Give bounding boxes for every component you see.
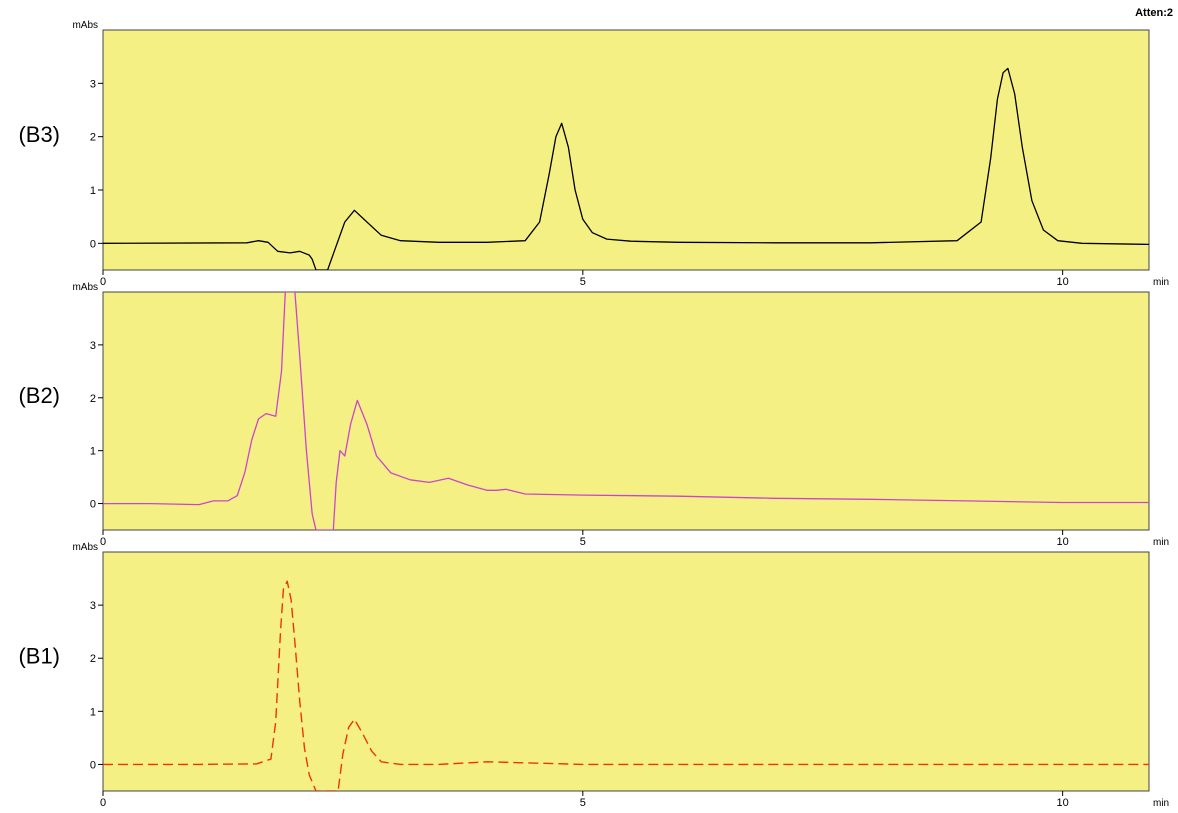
chart-panel-3: 0 1 2 3 0 5 10 mAbs min (B1)	[18, 542, 1169, 809]
y-axis-unit-label: mAbs	[72, 282, 98, 293]
x-tick-label: 10	[1057, 276, 1069, 288]
x-tick-label: 0	[100, 536, 106, 548]
panel-label: (B3)	[18, 122, 60, 147]
y-axis-unit-label: mAbs	[72, 542, 98, 553]
chromatogram-trace	[103, 67, 1149, 270]
x-tick-label: 10	[1057, 797, 1069, 809]
y-tick-label: 2	[90, 132, 96, 144]
chromatogram-trace	[103, 292, 1149, 530]
x-axis-unit-label: min	[1153, 277, 1169, 288]
plot-area	[102, 29, 1150, 271]
x-tick-label: 10	[1057, 536, 1069, 548]
atten-label: Atten:2	[1135, 7, 1173, 19]
y-tick-label: 1	[90, 185, 96, 197]
y-tick-label: 1	[90, 446, 96, 458]
plot-area	[102, 291, 1150, 531]
chart-panel-2: 0 1 2 3 0 5 10 mAbs min (B2)	[18, 282, 1169, 548]
x-tick-label: 5	[580, 797, 586, 809]
x-axis-unit-label: min	[1153, 537, 1169, 548]
y-tick-label: 2	[90, 653, 96, 665]
chart-panel-1: 0 1 2 3 0 5 10 mAbs min (B3)	[18, 20, 1169, 288]
y-tick-label: 0	[90, 759, 96, 771]
y-tick-label: 3	[90, 78, 96, 90]
y-tick-label: 3	[90, 340, 96, 352]
x-tick-label: 0	[100, 276, 106, 288]
x-tick-label: 5	[580, 276, 586, 288]
panel-label: (B2)	[18, 383, 60, 408]
y-tick-label: 0	[90, 238, 96, 250]
x-axis-unit-label: min	[1153, 798, 1169, 809]
y-tick-label: 2	[90, 393, 96, 405]
panel-label: (B1)	[18, 644, 60, 669]
y-tick-label: 3	[90, 600, 96, 612]
y-tick-label: 0	[90, 499, 96, 511]
plot-area	[102, 551, 1150, 792]
y-tick-label: 1	[90, 706, 96, 718]
y-axis-unit-label: mAbs	[72, 20, 98, 31]
x-tick-label: 5	[580, 536, 586, 548]
x-tick-label: 0	[100, 797, 106, 809]
